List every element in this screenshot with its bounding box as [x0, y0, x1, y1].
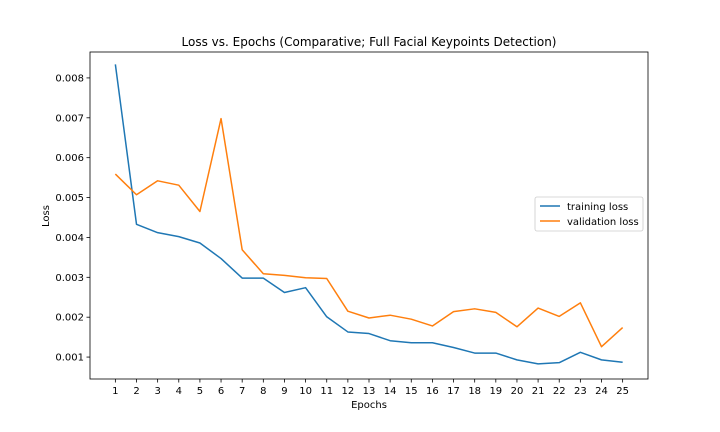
x-tick-label: 6: [218, 386, 224, 397]
y-tick-label: 0.005: [55, 193, 84, 204]
y-tick-label: 0.004: [55, 233, 84, 244]
x-tick-label: 1: [112, 386, 118, 397]
x-tick-label: 23: [574, 386, 587, 397]
x-tick-label: 2: [133, 386, 139, 397]
x-tick-label: 4: [176, 386, 182, 397]
x-tick-label: 22: [553, 386, 566, 397]
y-axis-ticks: 0.001 0.002 0.003 0.004 0.005 0.006 0.007 0.008: [55, 73, 90, 364]
x-tick-label: 13: [363, 386, 376, 397]
series-line-training-loss: [114, 64, 623, 365]
x-tick-label: 21: [532, 386, 545, 397]
y-tick-label: 0.002: [55, 313, 84, 324]
x-tick-label: 20: [511, 386, 524, 397]
y-tick-label: 0.001: [55, 353, 84, 364]
x-tick-label: 19: [489, 386, 502, 397]
x-tick-label: 12: [341, 386, 354, 397]
x-tick-label: 14: [384, 386, 397, 397]
x-tick-label: 8: [260, 386, 266, 397]
chart-title: Loss vs. Epochs (Comparative; Full Facia…: [182, 35, 557, 49]
x-tick-label: 24: [595, 386, 608, 397]
x-tick-label: 9: [281, 386, 287, 397]
x-axis-ticks: 1 2 3 4 5 6 7 8 9 10 11 12 13 14 15 16 17 18 19 20 21 22 23 24 2…: [112, 379, 629, 397]
x-axis-label: Epochs: [351, 400, 387, 411]
y-tick-label: 0.008: [55, 73, 84, 84]
series-line-validation-loss: [114, 117, 624, 348]
x-tick-label: 15: [405, 386, 418, 397]
y-tick-label: 0.007: [55, 113, 84, 124]
legend-label-training-loss: training loss: [567, 202, 628, 213]
x-tick-label: 25: [616, 386, 629, 397]
legend: training loss validation loss: [534, 196, 644, 232]
series-lines: [114, 64, 624, 365]
legend-label-validation-loss: validation loss: [567, 217, 639, 228]
x-tick-label: 3: [154, 386, 160, 397]
x-tick-label: 11: [320, 386, 333, 397]
y-tick-label: 0.003: [55, 273, 84, 284]
y-axis-label: Loss: [41, 205, 52, 227]
x-tick-label: 16: [426, 386, 439, 397]
y-tick-label: 0.006: [55, 153, 84, 164]
x-tick-label: 18: [468, 386, 481, 397]
x-tick-label: 7: [239, 386, 245, 397]
x-tick-label: 10: [299, 386, 312, 397]
x-tick-label: 5: [197, 386, 203, 397]
legend-box: [534, 196, 644, 232]
x-tick-label: 17: [447, 386, 460, 397]
